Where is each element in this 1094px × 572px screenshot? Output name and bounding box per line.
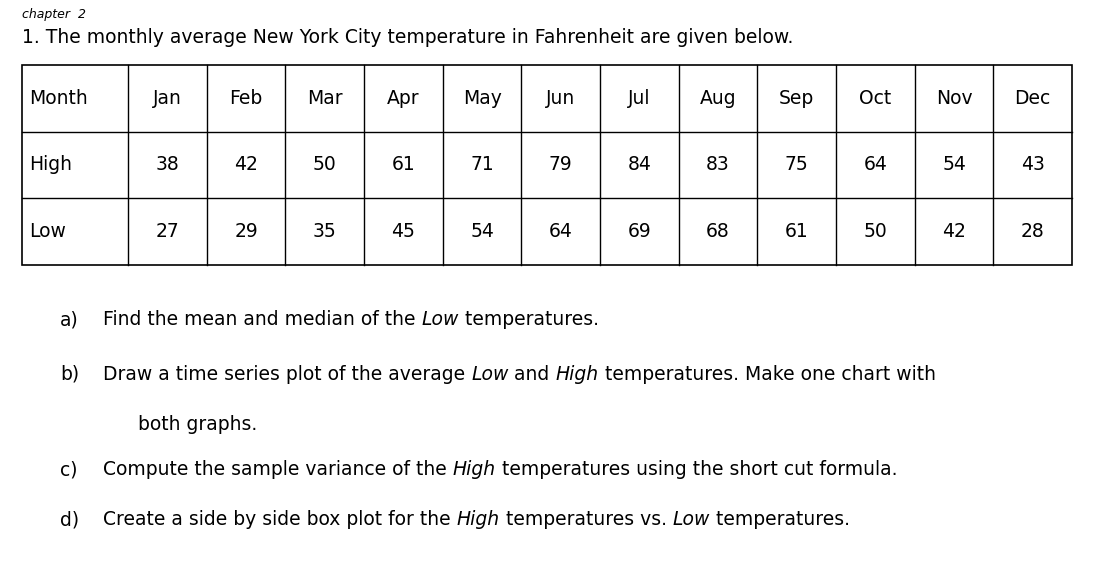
Text: Aug: Aug <box>700 89 736 108</box>
Text: temperatures.: temperatures. <box>458 310 598 329</box>
Text: Oct: Oct <box>859 89 892 108</box>
Text: 29: 29 <box>234 222 258 241</box>
Text: a): a) <box>60 310 79 329</box>
Text: 43: 43 <box>1021 156 1045 174</box>
Text: 42: 42 <box>942 222 966 241</box>
Text: 64: 64 <box>549 222 572 241</box>
Text: 1. The monthly average New York City temperature in Fahrenheit are given below.: 1. The monthly average New York City tem… <box>22 28 793 47</box>
Text: Apr: Apr <box>387 89 420 108</box>
Text: temperatures vs.: temperatures vs. <box>500 510 673 529</box>
Text: 42: 42 <box>234 156 258 174</box>
Text: 75: 75 <box>784 156 808 174</box>
Text: temperatures. Make one chart with: temperatures. Make one chart with <box>598 365 935 384</box>
Text: High: High <box>453 460 496 479</box>
Text: and: and <box>509 365 556 384</box>
Text: 35: 35 <box>313 222 337 241</box>
Text: both graphs.: both graphs. <box>138 415 257 434</box>
Text: Jul: Jul <box>628 89 651 108</box>
Text: Sep: Sep <box>779 89 814 108</box>
Text: Find the mean and median of the: Find the mean and median of the <box>103 310 421 329</box>
Text: 79: 79 <box>549 156 572 174</box>
Text: Feb: Feb <box>230 89 263 108</box>
Text: 50: 50 <box>863 222 887 241</box>
Text: Mar: Mar <box>307 89 342 108</box>
Text: 27: 27 <box>155 222 179 241</box>
Text: 71: 71 <box>470 156 494 174</box>
Text: Dec: Dec <box>1014 89 1051 108</box>
Text: 69: 69 <box>628 222 651 241</box>
Text: 84: 84 <box>628 156 651 174</box>
Text: 61: 61 <box>784 222 808 241</box>
Text: 54: 54 <box>942 156 966 174</box>
Text: Low: Low <box>673 510 710 529</box>
Text: High: High <box>556 365 598 384</box>
Text: Nov: Nov <box>935 89 973 108</box>
Text: temperatures.: temperatures. <box>710 510 850 529</box>
Text: 61: 61 <box>392 156 416 174</box>
Text: Month: Month <box>30 89 88 108</box>
Text: 50: 50 <box>313 156 337 174</box>
Text: Low: Low <box>421 310 458 329</box>
Text: 64: 64 <box>863 156 887 174</box>
Text: May: May <box>463 89 501 108</box>
Text: chapter  2: chapter 2 <box>22 8 86 21</box>
Text: Compute the sample variance of the: Compute the sample variance of the <box>103 460 453 479</box>
Text: High: High <box>456 510 500 529</box>
Text: 54: 54 <box>470 222 494 241</box>
Text: 38: 38 <box>155 156 179 174</box>
Text: 45: 45 <box>392 222 416 241</box>
Text: 28: 28 <box>1021 222 1045 241</box>
Bar <box>22 65 1072 265</box>
Text: Draw a time series plot of the average: Draw a time series plot of the average <box>103 365 472 384</box>
Text: temperatures using the short cut formula.: temperatures using the short cut formula… <box>496 460 897 479</box>
Text: Jan: Jan <box>153 89 182 108</box>
Text: d): d) <box>60 510 79 529</box>
Text: 83: 83 <box>707 156 730 174</box>
Text: Low: Low <box>30 222 66 241</box>
Text: c): c) <box>60 460 78 479</box>
Text: High: High <box>30 156 72 174</box>
Text: Low: Low <box>472 365 509 384</box>
Text: b): b) <box>60 365 79 384</box>
Text: 68: 68 <box>707 222 730 241</box>
Text: Jun: Jun <box>546 89 575 108</box>
Text: Create a side by side box plot for the: Create a side by side box plot for the <box>103 510 456 529</box>
